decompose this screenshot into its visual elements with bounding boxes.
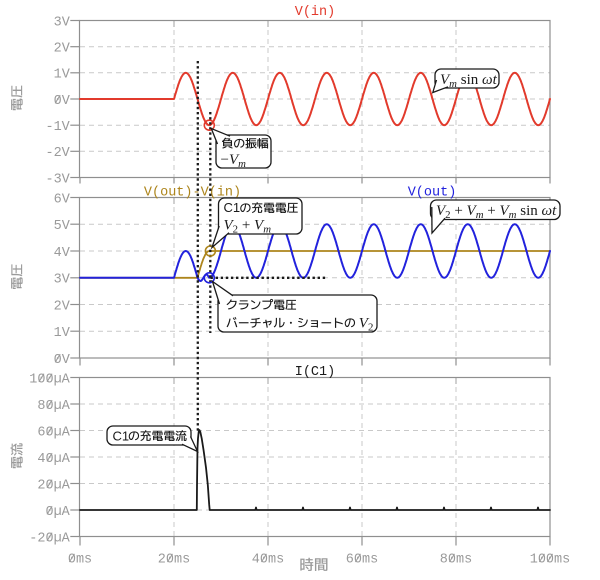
- svg-text:-1V: -1V: [45, 120, 70, 135]
- svg-text:100ms: 100ms: [530, 553, 571, 568]
- svg-text:V2 + Vm + Vm sin ωt: V2 + Vm + Vm sin ωt: [436, 203, 557, 221]
- svg-text:0V: 0V: [54, 94, 71, 109]
- svg-text:5V: 5V: [54, 219, 71, 234]
- svg-text:80µA: 80µA: [37, 399, 70, 414]
- svg-text:V(out)-V(in): V(out)-V(in): [144, 185, 241, 200]
- svg-text:V(out): V(out): [408, 185, 457, 200]
- svg-text:Vm sin ωt: Vm sin ωt: [440, 72, 498, 90]
- svg-text:I(C1): I(C1): [295, 365, 336, 380]
- svg-text:4V: 4V: [54, 246, 71, 261]
- svg-text:6V: 6V: [54, 192, 71, 207]
- svg-text:0V: 0V: [54, 353, 71, 368]
- svg-text:20µA: 20µA: [37, 478, 70, 493]
- svg-text:20ms: 20ms: [158, 553, 190, 568]
- svg-text:1V: 1V: [54, 68, 71, 83]
- svg-text:-3V: -3V: [45, 172, 70, 187]
- svg-text:3V: 3V: [54, 273, 71, 288]
- svg-text:−Vm: −Vm: [221, 152, 247, 170]
- svg-text:60µA: 60µA: [37, 425, 70, 440]
- svg-text:1V: 1V: [54, 326, 71, 341]
- svg-text:40µA: 40µA: [37, 452, 70, 467]
- svg-text:2V: 2V: [54, 299, 71, 314]
- svg-text:-20µA: -20µA: [29, 531, 70, 546]
- svg-text:V2 + Vm: V2 + Vm: [224, 218, 272, 236]
- svg-text:V(in): V(in): [295, 5, 336, 20]
- svg-text:C1: C1: [113, 429, 130, 444]
- svg-text:60ms: 60ms: [346, 553, 378, 568]
- svg-text:3V: 3V: [54, 15, 71, 30]
- svg-text:40ms: 40ms: [252, 553, 284, 568]
- svg-text:-2V: -2V: [45, 146, 70, 161]
- svg-text:0ms: 0ms: [68, 553, 92, 568]
- svg-text:C1: C1: [224, 200, 241, 215]
- svg-text:0µA: 0µA: [45, 505, 70, 520]
- svg-text:V2: V2: [359, 316, 374, 334]
- svg-text:80ms: 80ms: [440, 553, 472, 568]
- svg-text:100µA: 100µA: [29, 372, 70, 387]
- svg-text:2V: 2V: [54, 42, 71, 57]
